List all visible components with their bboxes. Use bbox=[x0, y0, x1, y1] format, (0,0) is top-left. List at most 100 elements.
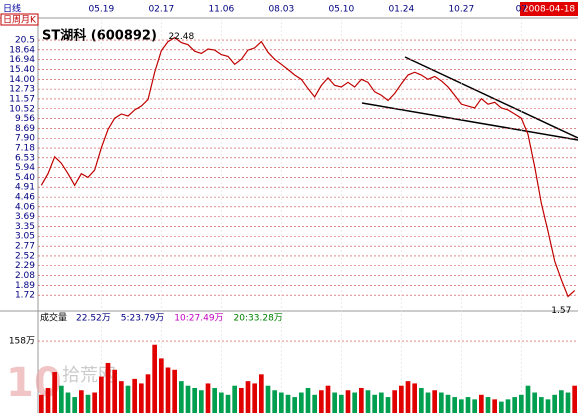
period-tabs-box[interactable] bbox=[0, 13, 39, 26]
x-tick-label: 01.24 bbox=[388, 5, 414, 15]
volume-bar bbox=[145, 374, 151, 413]
volume-bar bbox=[392, 390, 397, 413]
volume-bar bbox=[139, 383, 144, 413]
volume-bar bbox=[179, 381, 184, 413]
volume-bar bbox=[125, 385, 131, 413]
volume-bar bbox=[352, 392, 357, 413]
volume-bar bbox=[245, 381, 251, 413]
y-tick-label: 5.40 bbox=[15, 173, 35, 183]
x-tick-label: 11.06 bbox=[208, 5, 234, 15]
volume-bar bbox=[472, 399, 477, 413]
volume-bar bbox=[132, 378, 137, 413]
y-tick-label: 7.90 bbox=[15, 134, 35, 144]
volume-bar bbox=[159, 358, 164, 413]
volume-bar bbox=[152, 344, 157, 413]
volume-bar bbox=[399, 385, 404, 413]
volume-bar bbox=[205, 383, 211, 413]
volume-bar bbox=[325, 385, 331, 413]
y-tick-label: 14.00 bbox=[9, 75, 35, 85]
y-tick-label: 4.91 bbox=[15, 183, 35, 193]
volume-bar bbox=[479, 394, 484, 413]
y-tick-label: 6.53 bbox=[15, 153, 35, 163]
volume-bar bbox=[39, 394, 44, 413]
y-tick-label: 3.05 bbox=[15, 232, 35, 242]
y-tick-label: 9.56 bbox=[15, 114, 35, 124]
volume-stat: 20:33.28万 bbox=[234, 314, 283, 324]
y-tick-label: 16.94 bbox=[9, 55, 35, 65]
y-tick-label: 3.69 bbox=[15, 212, 35, 222]
trend-line bbox=[361, 102, 578, 141]
volume-bar bbox=[259, 374, 264, 413]
volume-bar bbox=[319, 390, 324, 413]
volume-stat: 22.52万 bbox=[76, 314, 111, 324]
volume-bar bbox=[299, 392, 304, 413]
y-tick-label: 2.29 bbox=[15, 261, 35, 271]
volume-bar bbox=[359, 387, 364, 413]
volume-bar bbox=[452, 397, 457, 413]
volume-bar bbox=[559, 390, 564, 413]
y-tick-label: 1.72 bbox=[15, 291, 35, 301]
volume-bar bbox=[412, 383, 417, 413]
y-tick-label: 4.06 bbox=[15, 202, 35, 212]
trend-line bbox=[404, 56, 578, 139]
volume-bar bbox=[425, 392, 431, 413]
volume-bar bbox=[445, 394, 451, 413]
volume-bar bbox=[199, 390, 204, 413]
annotation: 22.48 bbox=[168, 32, 194, 42]
volume-bar bbox=[72, 397, 77, 413]
y-tick-label: 3.35 bbox=[15, 222, 35, 232]
chart-title: ST湖科 (600892) bbox=[42, 28, 157, 44]
volume-bar bbox=[165, 367, 171, 413]
volume-bar bbox=[332, 392, 337, 413]
volume-bar bbox=[499, 401, 504, 413]
volume-bar bbox=[379, 392, 384, 413]
volume-stat: 10:27.49万 bbox=[174, 314, 223, 324]
y-tick-label: 5.94 bbox=[15, 163, 35, 173]
x-tick-label: 08.03 bbox=[268, 5, 294, 15]
volume-bar bbox=[312, 394, 317, 413]
y-tick-label: 15.40 bbox=[9, 65, 35, 75]
volume-bar bbox=[459, 399, 464, 413]
volume-bar bbox=[485, 397, 491, 413]
volume-bar bbox=[85, 394, 91, 413]
y-tick-label: 1.89 bbox=[15, 281, 35, 291]
volume-bar bbox=[99, 376, 104, 413]
volume-bar bbox=[252, 383, 257, 413]
y-tick-label: 2.52 bbox=[15, 251, 35, 261]
period-tabs[interactable]: 日周月K bbox=[3, 15, 37, 26]
volume-bar bbox=[92, 392, 97, 413]
volume-bar bbox=[79, 390, 84, 413]
y-tick-label: 12.73 bbox=[9, 85, 35, 95]
y-tick-label: 18.64 bbox=[9, 45, 35, 55]
volume-bar bbox=[405, 381, 411, 413]
x-tick-label: 10.27 bbox=[448, 5, 474, 15]
y-tick-label: 10.52 bbox=[9, 104, 35, 114]
volume-bar bbox=[365, 390, 371, 413]
cursor-date: 2008-04-18 bbox=[523, 5, 576, 15]
volume-bar bbox=[565, 392, 571, 413]
x-tick-label: 05.19 bbox=[88, 5, 114, 15]
volume-bar bbox=[552, 394, 557, 413]
volume-bar bbox=[185, 385, 191, 413]
volume-bar bbox=[119, 381, 124, 413]
volume-bar bbox=[339, 394, 344, 413]
volume-bar bbox=[305, 387, 311, 413]
volume-bar bbox=[519, 394, 524, 413]
volume-bar bbox=[505, 399, 511, 413]
volume-bar bbox=[525, 385, 531, 413]
volume-bar bbox=[112, 369, 117, 413]
volume-bar bbox=[219, 392, 224, 413]
volume-bar bbox=[59, 385, 64, 413]
volume-bar bbox=[225, 394, 231, 413]
volume-bar bbox=[65, 392, 71, 413]
volume-bar bbox=[539, 397, 544, 413]
price-line bbox=[40, 36, 576, 298]
volume-bar bbox=[292, 397, 297, 413]
volume-bar bbox=[45, 387, 51, 413]
x-tick-label: 02.17 bbox=[148, 5, 174, 15]
volume-bar bbox=[432, 390, 437, 413]
y-tick-label: 8.69 bbox=[15, 124, 35, 134]
y-tick-label: 4.46 bbox=[15, 193, 35, 203]
